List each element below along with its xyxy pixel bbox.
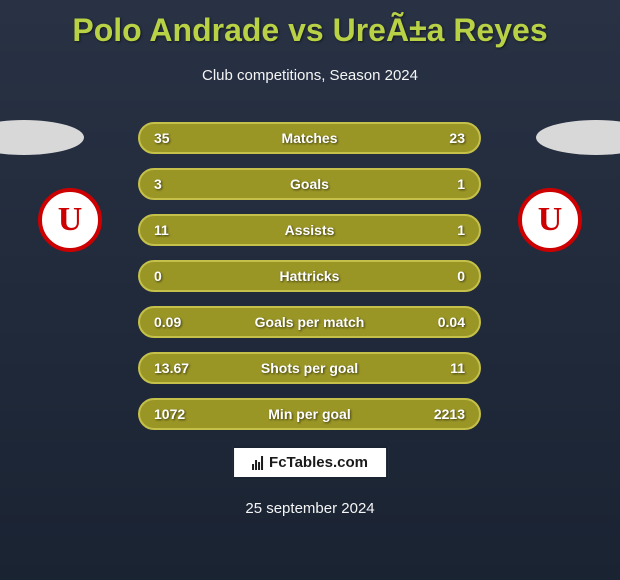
stat-label: Min per goal	[268, 406, 350, 422]
stat-row-assists: 11 Assists 1	[138, 214, 481, 246]
stat-label: Goals	[290, 176, 329, 192]
stat-left-value: 11	[154, 222, 169, 238]
left-player-ellipse	[0, 120, 84, 155]
stat-label: Assists	[285, 222, 335, 238]
page-title: Polo Andrade vs UreÃ±a Reyes	[0, 0, 620, 49]
stat-right-value: 1	[457, 176, 465, 192]
stat-row-goals-per-match: 0.09 Goals per match 0.04	[138, 306, 481, 338]
chart-icon	[252, 456, 263, 470]
stat-left-value: 0	[154, 268, 162, 284]
right-player-ellipse	[536, 120, 620, 155]
stat-label: Goals per match	[255, 314, 365, 330]
stat-left-value: 0.09	[154, 314, 181, 330]
subtitle: Club competitions, Season 2024	[0, 67, 620, 84]
stats-container: 35 Matches 23 3 Goals 1 11 Assists 1 0 H…	[138, 122, 481, 444]
stat-label: Matches	[281, 130, 337, 146]
stat-left-value: 3	[154, 176, 162, 192]
right-club-logo: U	[518, 188, 582, 252]
stat-label: Shots per goal	[261, 360, 358, 376]
stat-right-value: 2213	[434, 406, 465, 422]
stat-right-value: 23	[449, 130, 465, 146]
stat-right-value: 11	[450, 360, 465, 376]
stat-row-shots-per-goal: 13.67 Shots per goal 11	[138, 352, 481, 384]
stat-left-value: 1072	[154, 406, 185, 422]
stat-label: Hattricks	[280, 268, 340, 284]
stat-row-goals: 3 Goals 1	[138, 168, 481, 200]
stat-right-value: 0.04	[438, 314, 465, 330]
stat-right-value: 1	[457, 222, 465, 238]
club-logo-u-left: U	[38, 188, 102, 252]
stat-left-value: 35	[154, 130, 170, 146]
fctables-badge[interactable]: FcTables.com	[232, 446, 388, 479]
stat-right-value: 0	[457, 268, 465, 284]
stat-row-matches: 35 Matches 23	[138, 122, 481, 154]
left-club-logo: U	[38, 188, 102, 252]
stat-row-hattricks: 0 Hattricks 0	[138, 260, 481, 292]
date-text: 25 september 2024	[245, 500, 374, 517]
fctables-text: FcTables.com	[269, 454, 368, 471]
club-logo-u-right: U	[518, 188, 582, 252]
stat-row-min-per-goal: 1072 Min per goal 2213	[138, 398, 481, 430]
stat-left-value: 13.67	[154, 360, 189, 376]
